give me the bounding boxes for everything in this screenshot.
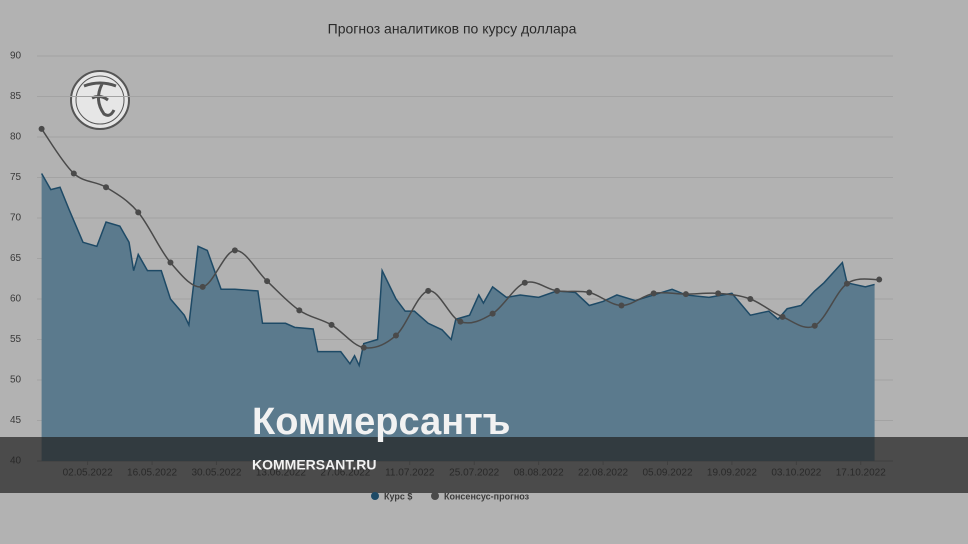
y-tick-label: 45 [10,415,22,426]
point [167,259,174,266]
point [811,322,818,329]
point [296,307,303,314]
point [521,279,528,286]
y-tick-label: 50 [10,375,22,386]
chart-title: Прогноз аналитиков по курсу доллара [328,21,577,37]
y-tick-label: 90 [10,51,22,62]
overlay-band [0,437,968,493]
point [360,344,367,351]
point [843,280,850,287]
legend-marker [371,492,379,500]
brand-url: KOMMERSANT.RU [252,457,376,473]
y-tick-label: 60 [10,294,22,305]
point [199,283,206,290]
area [41,173,875,461]
point [231,247,238,254]
point [489,310,496,317]
point [264,278,271,285]
y-tick-label: 55 [10,334,22,345]
point [876,276,883,283]
y-tick-label: 80 [10,132,22,143]
y-tick-label: 75 [10,172,22,183]
legend-label: Консенсус-прогноз [444,491,530,501]
point [70,170,77,177]
y-tick-label: 70 [10,213,22,224]
area-line [40,173,875,368]
point [103,184,110,191]
point [457,318,464,325]
point [328,321,335,328]
legend: Курс $ Консенсус-прогноз [371,491,530,501]
logo [70,70,130,130]
point [682,291,689,298]
y-tick-label: 85 [10,91,22,102]
point [38,125,45,132]
point [618,302,625,309]
point [135,209,142,216]
point [554,287,561,294]
point [747,296,754,302]
point [425,287,432,294]
y-tick-label: 65 [10,253,22,264]
point [586,289,593,296]
legend-marker [431,492,439,500]
legend-label: Курс $ [384,491,412,501]
point [392,332,399,339]
brand: Коммерсантъ [252,401,510,443]
point [715,290,722,297]
point [779,313,786,320]
point [650,290,657,297]
